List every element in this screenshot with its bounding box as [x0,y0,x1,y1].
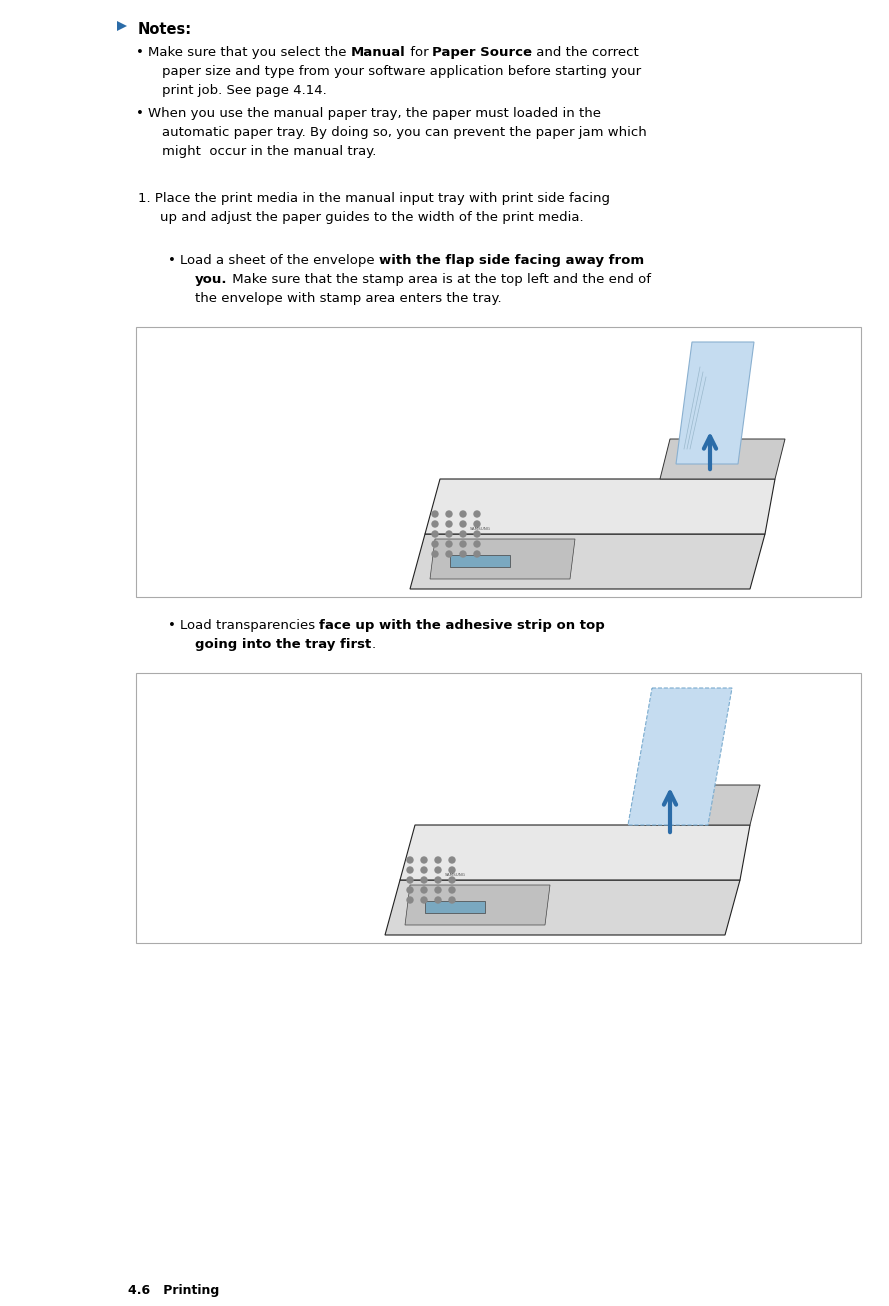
Polygon shape [385,880,740,935]
Circle shape [421,878,427,883]
Text: Load a sheet of the envelope: Load a sheet of the envelope [180,253,379,266]
Circle shape [460,521,466,528]
Circle shape [407,897,413,902]
Text: .: . [372,639,375,650]
Circle shape [435,857,441,863]
Text: Make sure that the stamp area is at the top left and the end of: Make sure that the stamp area is at the … [228,273,651,286]
Circle shape [449,867,455,872]
Circle shape [407,857,413,863]
Text: print job. See page 4.14.: print job. See page 4.14. [162,84,327,97]
Text: Manual: Manual [351,46,405,59]
Circle shape [432,541,438,547]
Polygon shape [117,21,127,31]
FancyBboxPatch shape [425,901,485,913]
Circle shape [446,521,452,528]
Text: •: • [168,253,176,266]
Circle shape [474,521,480,528]
Circle shape [449,887,455,893]
Circle shape [446,532,452,537]
Text: 4.6   Printing: 4.6 Printing [128,1284,220,1297]
Text: the envelope with stamp area enters the tray.: the envelope with stamp area enters the … [195,293,501,306]
Circle shape [449,878,455,883]
Circle shape [407,887,413,893]
Text: Paper Source: Paper Source [432,46,533,59]
Text: with the flap side facing away from: with the flap side facing away from [379,253,644,266]
Text: Load transparencies: Load transparencies [180,619,319,632]
Circle shape [421,887,427,893]
Text: up and adjust the paper guides to the width of the print media.: up and adjust the paper guides to the wi… [160,212,583,225]
Circle shape [407,878,413,883]
Text: going into the tray first: going into the tray first [195,639,372,650]
Circle shape [435,867,441,872]
Text: Notes:: Notes: [138,22,192,37]
Circle shape [474,541,480,547]
Circle shape [474,511,480,517]
Text: 1. Place the print media in the manual input tray with print side facing: 1. Place the print media in the manual i… [138,192,610,205]
Polygon shape [410,534,765,589]
Circle shape [460,511,466,517]
FancyBboxPatch shape [136,326,861,597]
Polygon shape [628,688,732,825]
Circle shape [435,887,441,893]
Circle shape [407,867,413,872]
Text: When you use the manual paper tray, the paper must loaded in the: When you use the manual paper tray, the … [148,107,601,120]
Text: SAMSUNG: SAMSUNG [445,872,466,878]
Text: might  occur in the manual tray.: might occur in the manual tray. [162,145,376,158]
Polygon shape [660,439,785,479]
Circle shape [421,857,427,863]
Circle shape [435,878,441,883]
Polygon shape [676,342,754,464]
Circle shape [421,867,427,872]
FancyBboxPatch shape [450,555,510,567]
Circle shape [446,541,452,547]
Circle shape [449,857,455,863]
Polygon shape [405,885,550,925]
Text: SAMSUNG: SAMSUNG [470,528,491,532]
Circle shape [432,521,438,528]
Text: paper size and type from your software application before starting your: paper size and type from your software a… [162,65,641,78]
Text: face up with the adhesive strip on top: face up with the adhesive strip on top [319,619,605,632]
Circle shape [432,532,438,537]
Circle shape [446,511,452,517]
Circle shape [460,532,466,537]
Text: Make sure that you select the: Make sure that you select the [148,46,351,59]
Text: •: • [136,46,144,59]
Circle shape [474,551,480,556]
Circle shape [435,897,441,902]
Text: •: • [168,619,176,632]
Circle shape [474,532,480,537]
Circle shape [432,511,438,517]
Polygon shape [430,539,575,579]
FancyBboxPatch shape [136,673,861,943]
Text: •: • [136,107,144,120]
Polygon shape [635,785,760,825]
Circle shape [432,551,438,556]
Circle shape [449,897,455,902]
Text: you.: you. [195,273,228,286]
Polygon shape [425,479,775,534]
Circle shape [460,551,466,556]
Polygon shape [400,825,750,880]
Circle shape [446,551,452,556]
Text: for: for [405,46,432,59]
Circle shape [460,541,466,547]
Text: and the correct: and the correct [533,46,639,59]
Circle shape [421,897,427,902]
Text: automatic paper tray. By doing so, you can prevent the paper jam which: automatic paper tray. By doing so, you c… [162,125,647,138]
